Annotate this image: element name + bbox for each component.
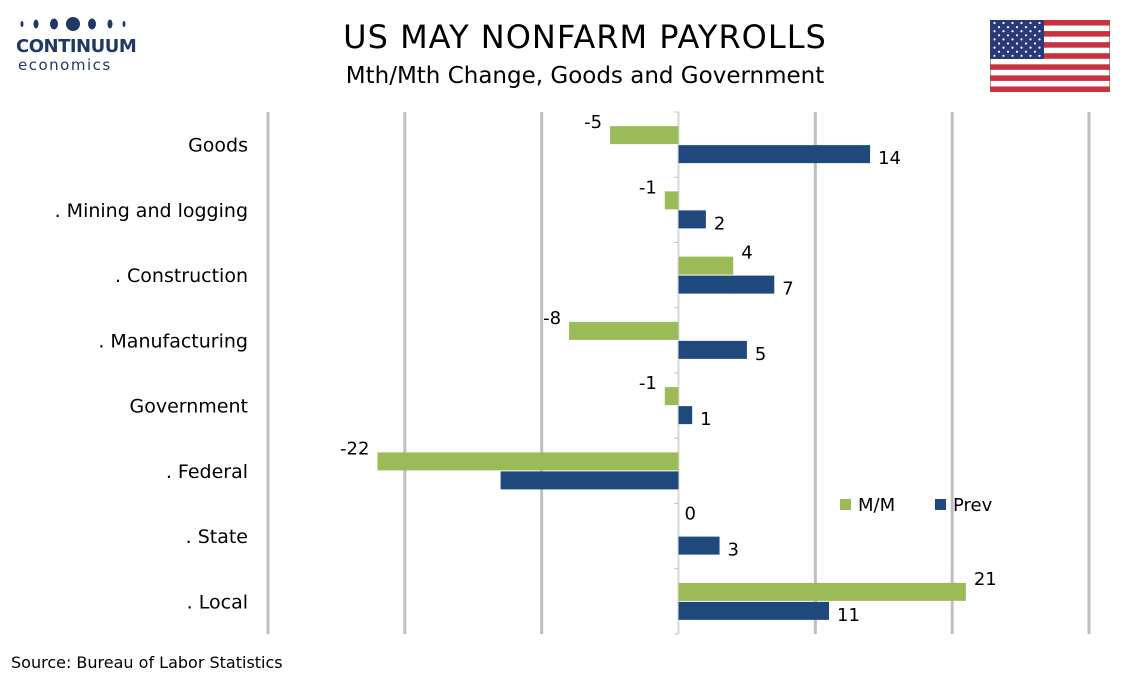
bar-prev bbox=[678, 210, 706, 229]
data-label-mm: 4 bbox=[741, 243, 752, 264]
logo-dots-icon bbox=[20, 17, 126, 31]
legend-swatch-mm bbox=[840, 499, 851, 510]
data-label-mm: -5 bbox=[584, 112, 602, 133]
category-label: . Mining and logging bbox=[55, 200, 248, 222]
bar-mm bbox=[664, 387, 679, 406]
category-label: . Construction bbox=[115, 265, 248, 287]
category-label: Goods bbox=[188, 135, 248, 157]
category-label: . State bbox=[186, 526, 248, 548]
category-label: Government bbox=[130, 396, 249, 418]
source-note: Source: Bureau of Labor Statistics bbox=[11, 653, 283, 672]
data-label-mm: 0 bbox=[685, 504, 696, 525]
bar-mm bbox=[569, 321, 679, 340]
bar-mm bbox=[664, 191, 679, 210]
bar-prev bbox=[678, 536, 720, 555]
legend-label-prev: Prev bbox=[953, 495, 993, 516]
bar-prev bbox=[678, 340, 747, 359]
bar-mm bbox=[610, 126, 679, 145]
data-label-prev: 1 bbox=[700, 409, 711, 430]
data-label-prev: 14 bbox=[878, 148, 901, 169]
us-flag-icon bbox=[990, 20, 1110, 92]
data-label-prev: 5 bbox=[755, 344, 766, 365]
bar-prev bbox=[500, 471, 679, 490]
data-label-mm: -1 bbox=[639, 177, 657, 198]
logo-name: CONTINUUM bbox=[16, 36, 137, 57]
category-label: . Local bbox=[187, 591, 248, 613]
category-label: . Federal bbox=[166, 461, 248, 483]
bar-prev bbox=[678, 601, 830, 620]
data-label-prev: 7 bbox=[782, 279, 793, 300]
data-label-mm: -22 bbox=[340, 438, 369, 459]
bar-prev bbox=[678, 145, 871, 164]
bar-prev bbox=[678, 406, 693, 425]
data-label-prev: 2 bbox=[714, 213, 725, 234]
data-label-prev: 11 bbox=[837, 605, 860, 626]
legend-swatch-prev bbox=[935, 499, 946, 510]
bar-prev bbox=[678, 275, 775, 294]
bar-mm bbox=[678, 256, 734, 275]
bar-mm bbox=[377, 452, 679, 471]
data-label-mm: -1 bbox=[639, 373, 657, 394]
logo-sub: economics bbox=[18, 56, 112, 74]
category-label: . Manufacturing bbox=[98, 330, 248, 352]
continuum-logo: CONTINUUM economics bbox=[12, 14, 142, 74]
chart-title: US MAY NONFARM PAYROLLS bbox=[343, 18, 827, 56]
bar-mm bbox=[678, 582, 966, 601]
data-label-mm: -8 bbox=[543, 308, 561, 329]
data-label-prev: 3 bbox=[728, 540, 739, 561]
data-label-mm: 21 bbox=[974, 569, 997, 590]
legend-label-mm: M/M bbox=[858, 495, 895, 516]
chart-subtitle: Mth/Mth Change, Goods and Government bbox=[345, 63, 825, 89]
